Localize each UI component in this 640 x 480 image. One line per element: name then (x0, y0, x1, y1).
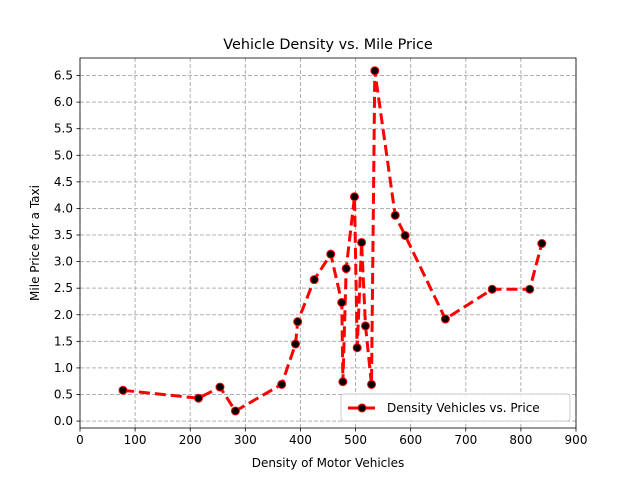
y-tick-label: 0.0 (54, 414, 73, 428)
x-tick-label: 300 (234, 433, 257, 447)
x-tick-label: 600 (399, 433, 422, 447)
x-axis-label: Density of Motor Vehicles (252, 456, 404, 470)
data-point (370, 66, 380, 76)
data-point (293, 317, 303, 327)
y-tick-label: 5.5 (54, 122, 73, 136)
series-line (122, 69, 544, 413)
y-tick-label: 0.5 (54, 388, 73, 402)
x-tick-label: 900 (565, 433, 588, 447)
y-tick-label: 1.5 (54, 334, 73, 348)
grid (79, 58, 577, 428)
y-tick-label: 3.0 (54, 255, 73, 269)
x-axis: 0 100 200 300 400 500 600 700 800 900 (76, 428, 587, 447)
data-point (349, 192, 359, 202)
plot-area (80, 58, 576, 428)
series-layer (118, 66, 547, 416)
data-point (193, 393, 203, 403)
y-tick-label: 5.0 (54, 148, 73, 162)
data-point (390, 210, 400, 220)
x-tick-label: 800 (509, 433, 532, 447)
data-point (357, 237, 367, 247)
chart-title: Vehicle Density vs. Mile Price (223, 37, 433, 53)
data-point (352, 343, 362, 353)
data-point (400, 231, 410, 241)
data-point (118, 385, 128, 395)
y-tick-label: 4.0 (54, 201, 73, 215)
legend: Density Vehicles vs. Price (340, 393, 571, 422)
plot-frame (79, 57, 577, 429)
y-tick-label: 2.5 (54, 281, 73, 295)
x-tick-label: 100 (124, 433, 147, 447)
data-point (525, 284, 535, 294)
legend-label: Density Vehicles vs. Price (387, 401, 540, 415)
data-point (367, 379, 377, 389)
data-point (360, 321, 370, 331)
data-point (290, 339, 300, 349)
data-point (326, 249, 336, 259)
x-tick-label: 700 (454, 433, 477, 447)
y-tick-label: 6.5 (54, 69, 73, 83)
data-point (277, 379, 287, 389)
y-tick-label: 1.0 (54, 361, 73, 375)
data-point (487, 284, 497, 294)
x-tick-label: 500 (344, 433, 367, 447)
x-tick-label: 200 (179, 433, 202, 447)
x-tick-label: 0 (76, 433, 84, 447)
y-tick-label: 3.5 (54, 228, 73, 242)
data-point (537, 239, 547, 249)
data-point (230, 406, 240, 416)
y-tick-label: 6.0 (54, 95, 73, 109)
y-tick-label: 2.0 (54, 308, 73, 322)
data-point (440, 314, 450, 324)
data-point (215, 382, 225, 392)
y-axis: 0.0 0.5 1.0 1.5 2.0 2.5 3.0 3.5 4.0 4.5 5.0 5.5 6.0 6… (54, 69, 80, 428)
x-tick-label: 400 (289, 433, 312, 447)
y-tick-label: 4.5 (54, 175, 73, 189)
legend-box (340, 393, 571, 422)
legend-marker (357, 403, 367, 413)
data-point (338, 377, 348, 387)
data-point (341, 264, 351, 274)
data-point (309, 275, 319, 285)
y-axis-label: Mile Price for a Taxi (28, 185, 42, 301)
data-point (337, 298, 347, 308)
